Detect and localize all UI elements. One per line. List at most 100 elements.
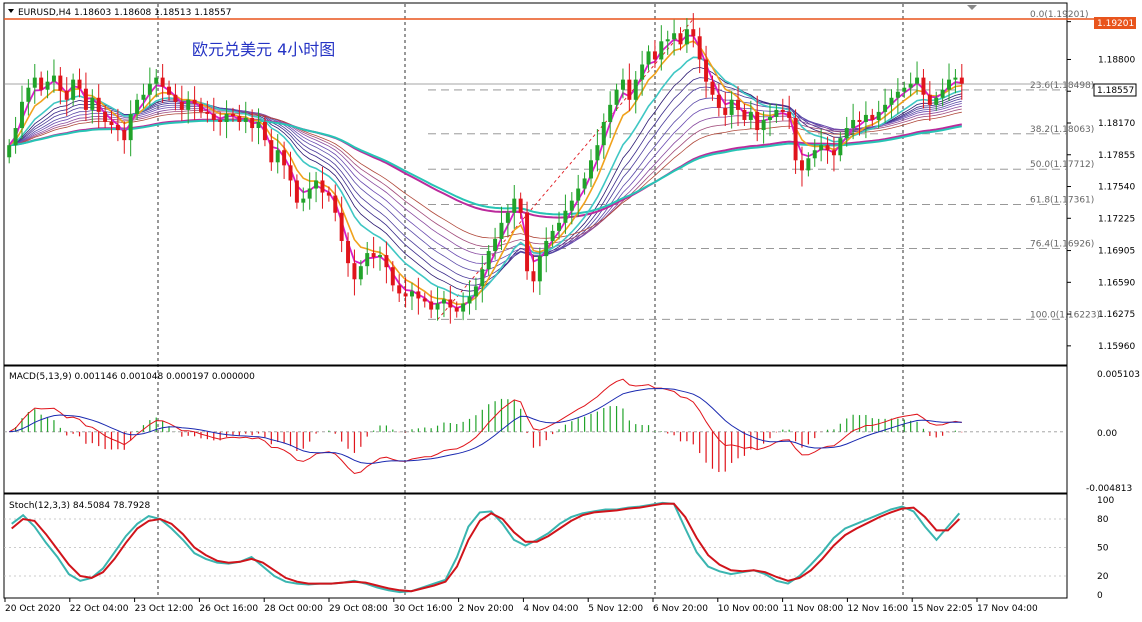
candle-body [518,198,523,213]
time-tick-label: 6 Nov 20:00 [653,604,708,614]
candle-body [224,113,229,122]
candlesticks [7,13,964,324]
candle-body [755,111,760,131]
candle-body [863,114,868,122]
candle-body [601,121,606,146]
candle-body [26,87,31,102]
candle-body [736,99,741,110]
candle-body [429,301,434,310]
candle-body [493,238,498,252]
candle-body [959,77,964,84]
candle-body [358,266,363,280]
candle-body [218,119,223,122]
fib-label: 100.0(1.16223) [1030,310,1100,320]
time-tick-label: 4 Nov 04:00 [523,604,578,614]
candle-body [723,107,728,115]
candle-body [729,99,734,115]
price-tick-label: 1.18800 [1098,55,1135,65]
current-price-label: 1.18557 [1097,86,1134,96]
candle-body [154,77,159,84]
candle-body [857,119,862,122]
candle-body [211,113,216,120]
macd-min-label: -0.004813 [1086,484,1132,494]
candle-body [403,293,408,297]
candle-body [237,115,242,122]
candle-body [454,307,459,312]
candle-body [748,111,753,120]
candle-body [851,119,856,129]
symbol-dropdown-icon[interactable] [8,9,14,13]
ma-slow-line [8,56,962,298]
candle-body [889,97,894,105]
candle-body [915,77,920,84]
time-tick-label: 10 Nov 00:00 [718,604,779,614]
candle-body [659,41,664,60]
candle-body [793,117,798,161]
candle-body [103,111,108,122]
chart-shift-marker[interactable] [967,5,977,10]
time-tick-label: 30 Oct 16:00 [394,604,453,614]
stoch-level-label: 80 [1097,515,1109,525]
candle-body [544,240,549,257]
price-panel [3,2,1068,366]
candle-body [921,77,926,95]
price-tick-label: 1.17855 [1098,151,1135,161]
price-tick-label: 1.16905 [1098,247,1135,257]
ma-long-line [9,118,962,219]
candle-body [582,178,587,189]
time-tick-label: 22 Oct 04:00 [70,604,129,614]
candle-body [537,256,542,282]
time-tick-label: 26 Oct 16:00 [199,604,258,614]
candle-body [435,303,440,310]
time-tick-label: 20 Oct 2020 [5,604,61,614]
candle-body [441,299,446,304]
price-tick-label: 1.17225 [1098,214,1135,224]
candle-body [780,109,785,112]
candle-body [608,104,613,122]
candle-body [275,150,280,163]
candle-body [768,116,772,120]
current-price-tag [1093,83,1137,97]
resistance-price-label: 1.19201 [1097,19,1134,29]
candle-body [883,104,888,112]
ma-ribbon-line [9,108,962,247]
candle-body [365,253,370,267]
stoch-level-label: 50 [1097,544,1109,554]
macd-label: MACD(5,13,9) 0.001146 0.001048 0.000197 … [9,372,255,382]
stoch-level-label: 20 [1097,572,1109,582]
candle-body [314,180,319,189]
resistance-price-tag [1094,17,1136,29]
macd-fast-line [8,378,962,475]
candle-body [71,79,76,100]
candle-body [831,150,836,156]
candle-body [173,94,178,102]
candle-body [704,59,709,82]
candle-body [346,240,351,264]
candle-body [716,94,721,108]
chart-annotation: 欧元兑美元 4小时图 [192,40,335,59]
time-axis: 20 Oct 2020 22 Oct 04:00 23 Oct 12:00 26 Oc… [4,598,1038,614]
fib-label: 38.2(1.18063) [1030,125,1094,135]
candle-body [678,33,683,45]
candle-body [416,291,421,299]
candle-body [825,145,830,151]
candle-body [908,83,913,88]
candle-body [243,117,248,122]
stoch-panel [3,493,1068,599]
candle-body [467,296,472,304]
time-tick-label: 15 Nov 22:05 [912,604,973,614]
candle-body [186,99,191,110]
candle-body [199,103,203,112]
stoch-signal-line [11,502,961,593]
candle-body [39,77,44,90]
time-tick-label: 23 Oct 12:00 [135,604,194,614]
candle-body [684,29,689,45]
fib-label: 0.0(1.19201) [1030,10,1089,20]
candle-body [710,81,715,95]
candle-body [473,286,478,297]
candle-body [160,77,165,87]
price-tick-label: 1.18170 [1098,119,1135,129]
candle-body [799,160,804,171]
ma-ribbon-line [9,103,962,264]
candle-body [876,111,881,120]
